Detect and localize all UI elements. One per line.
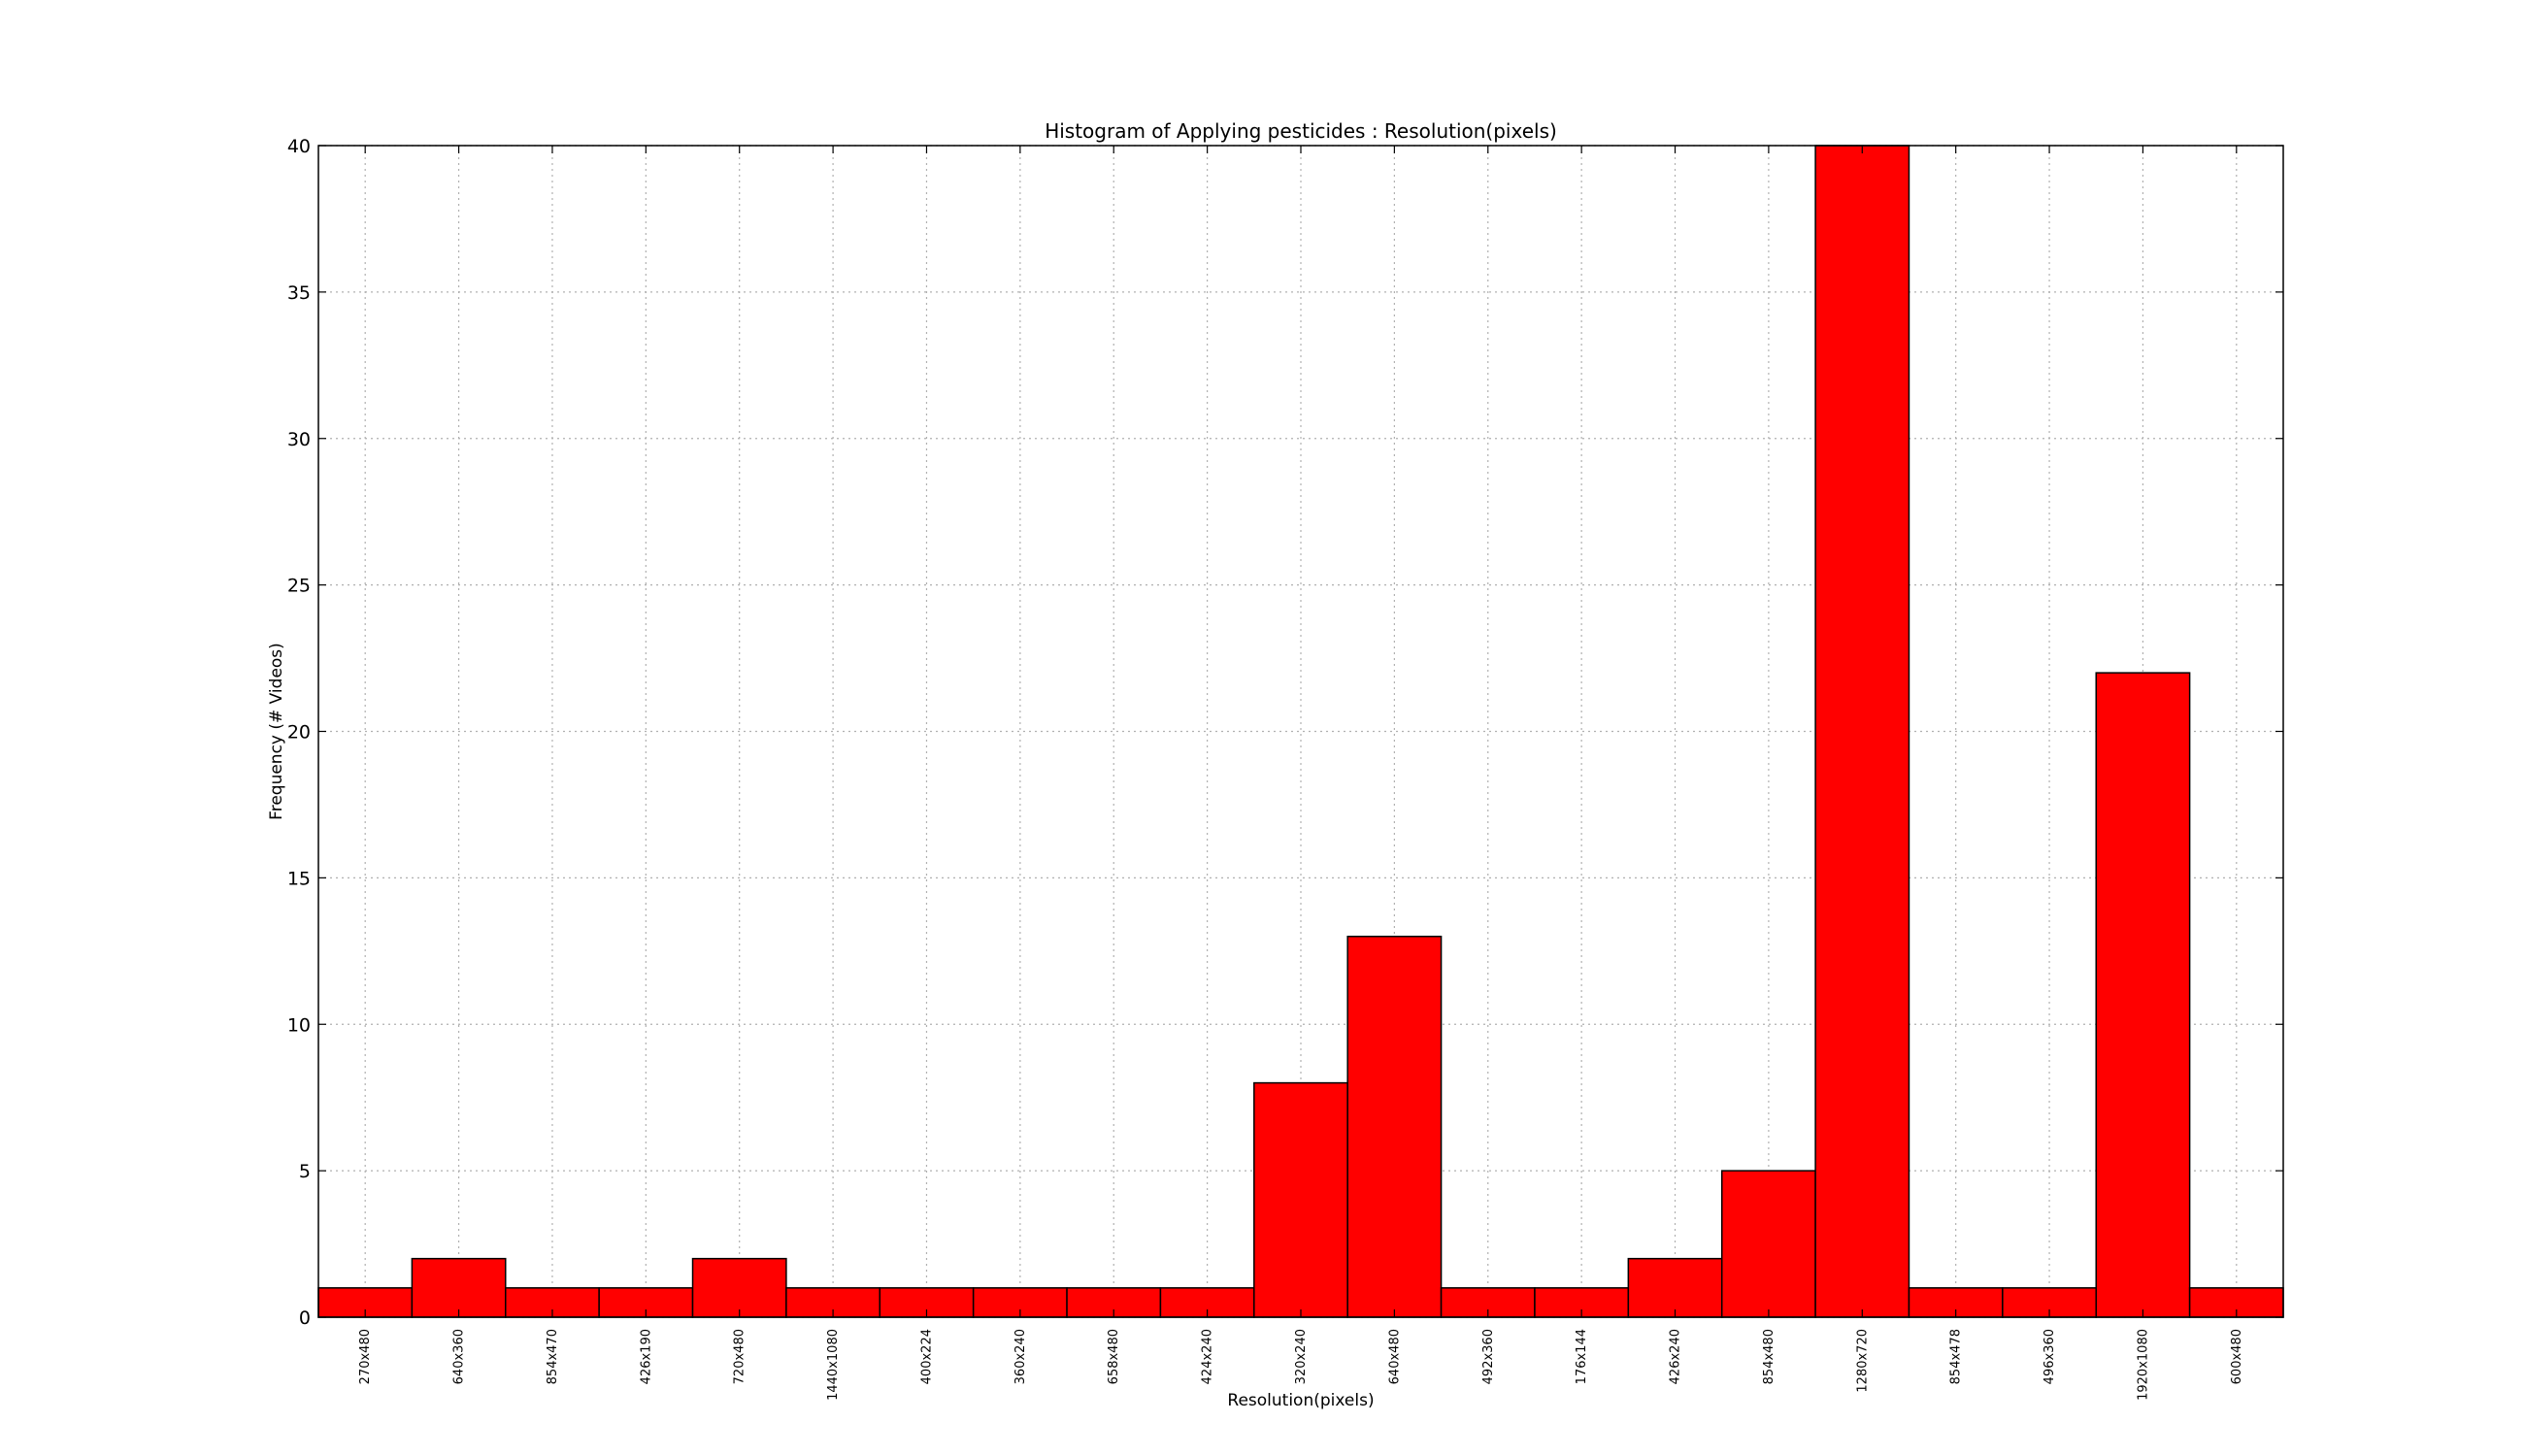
bar-720x480 xyxy=(691,1257,787,1318)
y-tick-label: 10 xyxy=(287,1014,311,1036)
x-tick-label: 320x240 xyxy=(1294,1329,1309,1384)
x-axis-label: Resolution(pixels) xyxy=(1227,1391,1374,1410)
x-tick-label: 854x470 xyxy=(546,1329,560,1384)
bar-640x480 xyxy=(1346,935,1443,1318)
x-tick-label: 1920x1080 xyxy=(2136,1329,2150,1401)
x-tick-label: 640x480 xyxy=(1387,1329,1402,1384)
x-tick-label: 658x480 xyxy=(1107,1329,1121,1384)
y-tick-label: 40 xyxy=(287,136,311,157)
x-tick-label: 854x480 xyxy=(1762,1329,1777,1384)
y-axis-label: Frequency (# Videos) xyxy=(267,643,286,820)
y-tick-label: 35 xyxy=(287,282,311,304)
x-axis: 270x480 640x360 854x470 426x190 720x480 1440x… xyxy=(358,146,2244,1401)
x-tick-label: 640x360 xyxy=(452,1329,467,1384)
bar-426x240 xyxy=(1627,1257,1723,1318)
y-tick-label: 0 xyxy=(299,1307,311,1329)
x-tick-label: 496x360 xyxy=(2042,1329,2057,1384)
x-tick-label: 426x240 xyxy=(1669,1329,1683,1384)
x-tick-label: 600x480 xyxy=(2230,1329,2244,1384)
bar-1920x1080 xyxy=(2095,672,2191,1318)
x-tick-label: 176x144 xyxy=(1575,1329,1589,1384)
chart-title: Histogram of Applying pesticides : Resol… xyxy=(1045,119,1557,143)
x-tick-label: 492x360 xyxy=(1481,1329,1496,1384)
x-tick-label: 854x478 xyxy=(1949,1329,1964,1384)
bar-1280x720 xyxy=(1814,145,1910,1318)
bars-layer xyxy=(317,145,2284,1318)
y-tick-label: 30 xyxy=(287,429,311,450)
y-tick-label: 5 xyxy=(299,1161,311,1182)
x-tick-label: 270x480 xyxy=(358,1329,373,1384)
y-tick-label: 20 xyxy=(287,722,311,744)
x-tick-label: 1440x1080 xyxy=(826,1329,841,1401)
x-tick-label: 360x240 xyxy=(1013,1329,1028,1384)
y-tick-label: 25 xyxy=(287,576,311,597)
x-tick-label: 720x480 xyxy=(733,1329,747,1384)
y-axis: 0 5 10 15 20 25 30 35 40 xyxy=(287,136,2283,1329)
bar-854x480 xyxy=(1720,1170,1816,1318)
x-tick-label: 400x224 xyxy=(919,1329,934,1384)
bar-640x360 xyxy=(411,1257,507,1318)
y-tick-label: 15 xyxy=(287,868,311,889)
x-tick-label: 1280x720 xyxy=(1855,1329,1870,1393)
bar-320x240 xyxy=(1253,1081,1348,1318)
x-tick-label: 426x190 xyxy=(639,1329,653,1384)
x-tick-label: 424x240 xyxy=(1201,1329,1215,1384)
